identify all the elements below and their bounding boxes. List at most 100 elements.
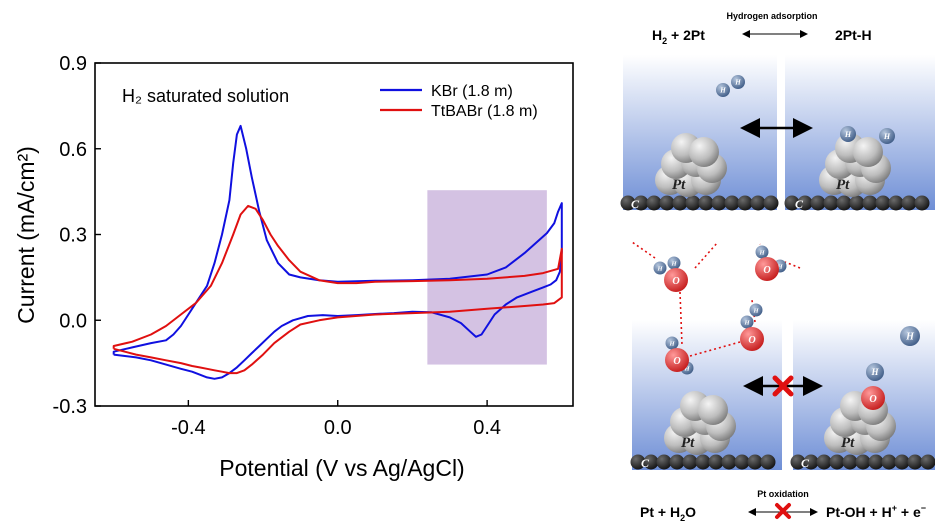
legend-label-ttbabr: TtBABr (1.8 m) — [431, 103, 538, 120]
hydrogen-atom — [866, 363, 884, 381]
hydrogen-label: H — [743, 319, 750, 326]
carbon-atom — [855, 454, 871, 470]
y-axis-label: Current (mA/cm²) — [13, 146, 39, 324]
carbon-atom — [760, 454, 776, 470]
carbon-label: C — [801, 456, 810, 470]
hydrogen-label: H — [776, 263, 783, 270]
hydrogen-adsorption-label: Hydrogen adsorption — [726, 11, 817, 21]
carbon-atom — [803, 454, 819, 470]
hydrogen-label: H — [844, 130, 852, 139]
carbon-atom — [784, 195, 800, 211]
mechanism-scheme: Hydrogen adsorption H2 + 2Pt 2Pt-H Pt ox… — [620, 11, 935, 522]
carbon-atom — [862, 195, 878, 211]
carbon-atom — [907, 454, 923, 470]
series-line-ttbabr — [112, 204, 563, 375]
carbon-atom — [823, 195, 839, 211]
oxygen-atom — [861, 386, 885, 410]
carbon-atom — [914, 195, 930, 211]
cv-chart: -0.4 0.0 0.4 -0.3 0.0 0.3 0.6 0.9 Potential (V… — [13, 53, 574, 481]
hydrogen-bond — [689, 341, 741, 357]
bottom-right-equation: Pt-OH + H+ + e− — [826, 503, 926, 520]
y-tick-label: 0.6 — [59, 139, 87, 161]
proton-charge: + — [917, 324, 921, 332]
hydrogen-atom — [740, 315, 754, 329]
hydrogen-label: H — [752, 307, 759, 314]
hydrogen-atom — [665, 336, 679, 350]
hydrogen-atom — [840, 126, 856, 142]
carbon-atom — [920, 454, 935, 470]
hydrogen-label: H — [883, 132, 891, 141]
hydrogen-bond — [784, 261, 801, 269]
carbon-atom — [656, 454, 672, 470]
carbon-atom — [849, 195, 865, 211]
pt-cluster-label: Pt — [672, 177, 686, 193]
carbon-label: C — [641, 456, 650, 470]
carbon-atom — [708, 454, 724, 470]
carbon-atom — [747, 454, 763, 470]
carbon-atom — [810, 195, 826, 211]
hydrogen-label: H — [683, 365, 690, 372]
carbon-atom — [646, 195, 662, 211]
pt-atom — [698, 395, 728, 425]
x-axis-label: Potential (V vs Ag/AgCl) — [219, 455, 464, 481]
carbon-atom — [894, 454, 910, 470]
carbon-atom — [875, 195, 891, 211]
blocked-cross-small-icon — [775, 503, 791, 519]
carbon-atom — [888, 195, 904, 211]
carbon-atom — [829, 454, 845, 470]
y-tick-label: 0.0 — [59, 310, 87, 332]
carbon-atom — [669, 454, 685, 470]
carbon-atom — [842, 454, 858, 470]
carbon-atom — [711, 195, 727, 211]
hydrogen-bond — [694, 241, 719, 269]
y-ticks: -0.3 0.0 0.3 0.6 0.9 — [53, 53, 101, 418]
hydrogen-label: H — [870, 367, 879, 377]
legend-label-kbr: KBr (1.8 m) — [431, 83, 513, 100]
oxygen-atom — [740, 327, 764, 351]
pt-atom — [853, 137, 883, 167]
pt-oxidation-label: Pt oxidation — [757, 489, 809, 499]
carbon-atom — [734, 454, 750, 470]
carbon-atom — [721, 454, 737, 470]
hydrogen-label: H — [656, 265, 663, 272]
x-tick-label: 0.0 — [324, 417, 352, 439]
hydrogen-atom — [716, 83, 730, 97]
oxygen-label: O — [672, 276, 680, 287]
carbon-atom — [695, 454, 711, 470]
carbon-atom — [724, 195, 740, 211]
hydrogen-label: H — [905, 332, 915, 343]
pt-atom — [689, 137, 719, 167]
carbon-atom — [816, 454, 832, 470]
hydrogen-atom — [731, 75, 745, 89]
annotation-text: H₂ saturated solution — [122, 86, 289, 106]
carbon-atom — [763, 195, 779, 211]
hydrogen-atom — [667, 256, 681, 270]
oxygen-atom — [665, 348, 689, 372]
carbon-label: C — [631, 197, 640, 211]
x-tick-label: -0.4 — [171, 417, 205, 439]
series-line-kbr — [112, 124, 563, 380]
blocked-cross-icon — [772, 375, 794, 397]
pt-cluster-label: Pt — [841, 435, 855, 451]
carbon-atom — [672, 195, 688, 211]
hydrogen-label: H — [758, 249, 765, 256]
hydrogen-label: H — [668, 340, 675, 347]
carbon-atom — [633, 195, 649, 211]
hydrogen-label: H — [719, 86, 726, 94]
highlight-region — [427, 190, 547, 365]
carbon-label: C — [795, 197, 804, 211]
carbon-atom — [698, 195, 714, 211]
oxygen-label: O — [673, 356, 681, 367]
oxygen-label: O — [869, 394, 877, 405]
oxygen-atom — [664, 268, 688, 292]
carbon-atom — [797, 195, 813, 211]
oxygen-atom — [755, 257, 779, 281]
top-left-equation: H2 + 2Pt — [652, 27, 705, 46]
carbon-atom — [836, 195, 852, 211]
top-right-equation: 2Pt-H — [835, 27, 872, 43]
oxygen-label: O — [763, 265, 771, 276]
carbon-atom — [868, 454, 884, 470]
hydrogen-atom — [749, 303, 763, 317]
carbon-atom — [620, 195, 636, 211]
legend: KBr (1.8 m) TtBABr (1.8 m) — [380, 83, 538, 120]
